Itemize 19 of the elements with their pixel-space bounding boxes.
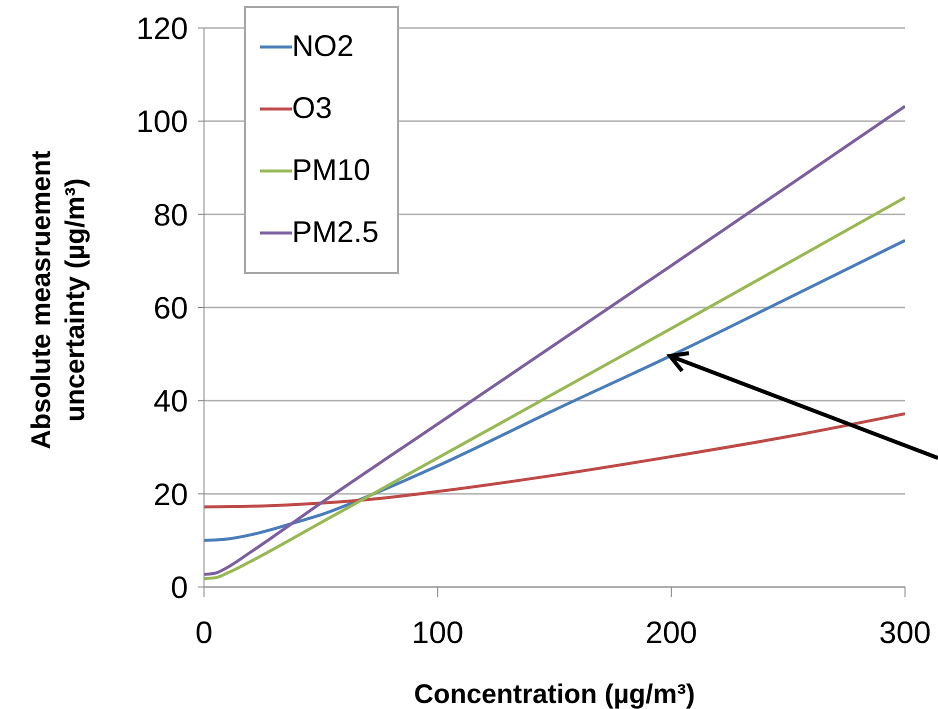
line-series [204, 196, 905, 580]
legend-label: O3 [292, 92, 332, 126]
y-tick-label: 20 [154, 476, 188, 512]
line-series [204, 412, 905, 508]
y-tick-label: 80 [154, 197, 188, 232]
x-tick-label: 100 [412, 615, 464, 650]
y-tick-label: 60 [154, 290, 188, 326]
y-tick-label: 100 [136, 104, 188, 140]
y-tick-label: 0 [170, 570, 188, 606]
legend-label: NO2 [292, 30, 354, 64]
x-axis-title: Concentration (µg/m³) [414, 679, 696, 709]
x-tick-label: 200 [645, 615, 698, 650]
y-axis-title: Absolute measruement uncertainty (µg/m³) [26, 150, 90, 450]
x-tick-label: 300 [879, 615, 931, 650]
x-tick-label: 0 [195, 615, 213, 650]
legend-label: PM10 [292, 154, 370, 188]
y-tick-label: 120 [136, 11, 188, 46]
legend-label: PM2.5 [292, 216, 379, 250]
y-tick-label: 40 [154, 384, 188, 419]
